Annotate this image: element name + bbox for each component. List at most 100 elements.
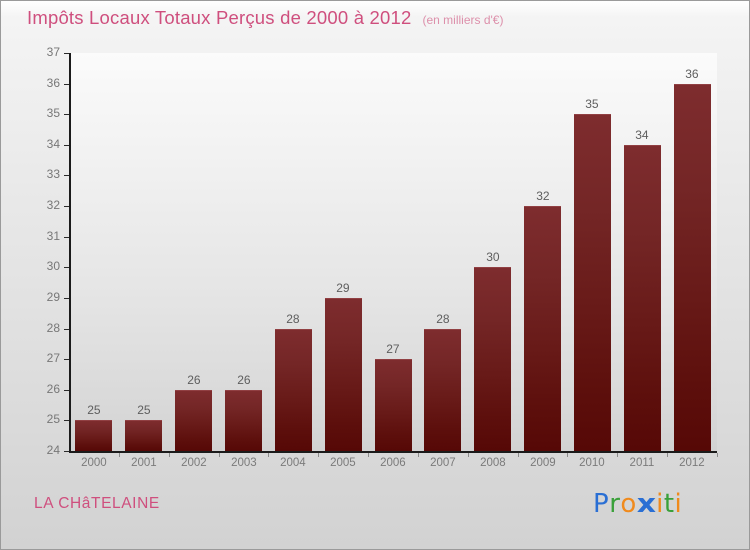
bar[interactable]	[474, 267, 511, 451]
bar-value-label: 25	[137, 403, 151, 417]
commune-name: LA CHâTELAINE	[34, 495, 160, 512]
y-tick-mark	[64, 236, 69, 238]
y-tick-mark	[64, 175, 69, 177]
x-tick-mark	[567, 453, 568, 457]
y-tick-mark	[64, 53, 69, 54]
y-tick-mark	[64, 328, 69, 330]
y-tick-label: 27	[46, 351, 60, 366]
y-tick-label: 33	[46, 167, 60, 182]
y-tick-mark	[64, 83, 69, 85]
bar-value-label: 30	[486, 250, 500, 264]
bar-value-label: 35	[585, 97, 599, 111]
bar[interactable]	[75, 420, 112, 451]
x-axis-line	[69, 451, 717, 453]
y-axis-tick: 29	[1, 290, 69, 304]
y-axis-tick: 32	[1, 198, 69, 212]
bar-value-label: 28	[436, 312, 450, 326]
logo-letter: i	[674, 489, 683, 519]
y-tick-label: 32	[46, 198, 60, 213]
y-tick-mark	[64, 359, 69, 361]
bar[interactable]	[375, 359, 412, 451]
bar[interactable]	[524, 206, 561, 451]
bar[interactable]	[275, 329, 312, 451]
x-tick-label: 2004	[280, 457, 306, 469]
logo-letter: t	[663, 489, 675, 519]
bar[interactable]	[574, 114, 611, 451]
bar[interactable]	[674, 84, 711, 451]
bar-value-label: 36	[685, 67, 699, 81]
y-axis-line	[69, 53, 71, 452]
bar-value-label: 34	[635, 128, 649, 142]
x-tick-mark	[667, 453, 668, 457]
x-tick-label: 2011	[629, 457, 655, 469]
y-axis-tick: 33	[1, 167, 69, 181]
logo-letter: r	[609, 489, 621, 519]
y-tick-mark	[64, 206, 69, 208]
bar[interactable]	[125, 420, 162, 451]
bar[interactable]	[624, 145, 661, 451]
y-tick-mark	[64, 389, 69, 391]
y-tick-mark	[64, 267, 69, 269]
logo-letter: P	[593, 489, 610, 519]
y-axis-tick: 24	[1, 443, 69, 457]
x-tick-label: 2010	[579, 457, 605, 469]
y-tick-label: 36	[46, 75, 60, 90]
y-axis-tick: 26	[1, 382, 69, 396]
y-tick-mark	[64, 451, 69, 452]
y-tick-mark	[64, 114, 69, 116]
logo-letter: x	[636, 489, 657, 519]
x-tick-label: 2008	[480, 457, 506, 469]
chart-subtitle: (en milliers d'€)	[422, 13, 504, 27]
x-tick-label: 2002	[181, 457, 207, 469]
y-axis-tick: 28	[1, 321, 69, 335]
page-title: Impôts Locaux Totaux Perçus de 2000 à 20…	[27, 7, 412, 28]
x-tick-mark	[717, 453, 718, 457]
x-tick-label: 2005	[330, 457, 356, 469]
proxiti-logo[interactable]: Proxiti	[593, 489, 682, 519]
logo-letter: i	[656, 489, 664, 519]
bar[interactable]	[175, 390, 212, 451]
y-axis-tick: 35	[1, 106, 69, 120]
x-tick-mark	[418, 453, 419, 457]
x-tick-label: 2003	[231, 457, 257, 469]
x-tick-label: 2001	[131, 457, 157, 469]
y-axis-tick: 25	[1, 412, 69, 426]
bar-value-label: 27	[386, 342, 400, 356]
x-tick-mark	[169, 453, 170, 457]
x-tick-mark	[318, 453, 319, 457]
x-tick-label: 2000	[81, 457, 107, 469]
y-tick-label: 28	[46, 320, 60, 335]
x-tick-mark	[119, 453, 120, 457]
y-tick-label: 25	[46, 412, 60, 427]
x-tick-label: 2009	[530, 457, 556, 469]
y-tick-mark	[64, 420, 69, 422]
y-tick-label: 34	[46, 136, 60, 151]
bar[interactable]	[225, 390, 262, 451]
x-tick-label: 2007	[430, 457, 456, 469]
y-axis-tick: 31	[1, 229, 69, 243]
x-tick-mark	[268, 453, 269, 457]
x-tick-mark	[368, 453, 369, 457]
y-tick-label: 24	[46, 443, 60, 457]
y-tick-label: 29	[46, 289, 60, 304]
logo-letter: o	[620, 489, 637, 519]
bar[interactable]	[325, 298, 362, 451]
y-axis-tick: 37	[1, 45, 69, 59]
x-tick-mark	[468, 453, 469, 457]
x-tick-mark	[518, 453, 519, 457]
y-tick-label: 37	[46, 45, 60, 59]
x-tick-label: 2006	[380, 457, 406, 469]
chart-header: Impôts Locaux Totaux Perçus de 2000 à 20…	[1, 1, 750, 35]
bar-value-label: 29	[336, 281, 350, 295]
y-tick-label: 31	[46, 228, 60, 243]
bar-value-label: 26	[187, 373, 201, 387]
y-axis-tick: 36	[1, 76, 69, 90]
y-tick-label: 35	[46, 106, 60, 121]
x-tick-mark	[219, 453, 220, 457]
y-axis-tick: 27	[1, 351, 69, 365]
y-tick-mark	[64, 297, 69, 299]
bar[interactable]	[424, 329, 461, 451]
bar-value-label: 26	[237, 373, 251, 387]
bar-value-label: 28	[286, 312, 300, 326]
